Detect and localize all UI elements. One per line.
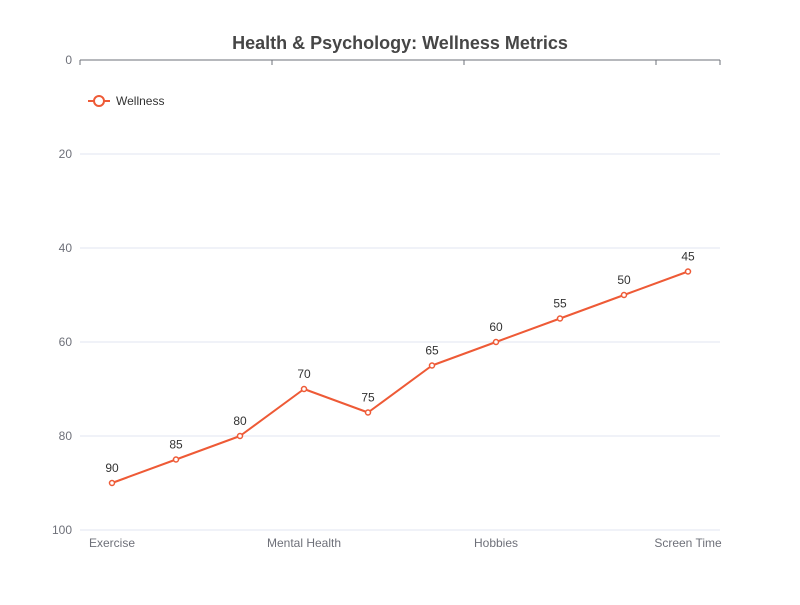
data-point[interactable] bbox=[492, 338, 500, 346]
data-label: 70 bbox=[297, 367, 311, 381]
data-label: 60 bbox=[489, 320, 503, 334]
data-label: 50 bbox=[617, 273, 631, 287]
data-label: 65 bbox=[425, 344, 439, 358]
data-point[interactable] bbox=[428, 362, 436, 369]
x-axis-ticks: Exercise Mental Health Hobbies Screen Time bbox=[89, 536, 722, 550]
data-point[interactable] bbox=[684, 268, 692, 275]
data-point[interactable] bbox=[236, 432, 244, 440]
data-label: 55 bbox=[553, 297, 567, 311]
data-point[interactable] bbox=[108, 479, 116, 487]
chart-title: Health & Psychology: Wellness Metrics bbox=[232, 33, 568, 53]
data-point[interactable] bbox=[300, 385, 308, 393]
y-tick-label: 80 bbox=[59, 429, 73, 443]
legend[interactable]: Wellness bbox=[88, 94, 164, 108]
data-labels: 90 85 80 70 75 65 60 55 50 45 bbox=[105, 250, 695, 476]
y-tick-label: 40 bbox=[59, 241, 73, 255]
data-points bbox=[108, 268, 692, 487]
legend-marker bbox=[93, 95, 105, 107]
data-point[interactable] bbox=[172, 456, 180, 463]
series-line bbox=[111, 270, 689, 484]
data-label: 80 bbox=[233, 414, 247, 428]
x-tick-label: Hobbies bbox=[474, 536, 518, 550]
data-label: 75 bbox=[361, 391, 375, 405]
x-tick-label: Mental Health bbox=[267, 536, 341, 550]
series-lines bbox=[111, 270, 689, 484]
data-point[interactable] bbox=[364, 409, 372, 416]
y-tick-label: 20 bbox=[59, 147, 73, 161]
data-point[interactable] bbox=[556, 315, 564, 322]
axes bbox=[79, 59, 721, 65]
legend-label[interactable]: Wellness bbox=[116, 94, 164, 108]
y-axis-ticks: 0 20 40 60 80 100 bbox=[52, 53, 72, 537]
y-tick-label: 0 bbox=[65, 53, 72, 67]
data-label: 45 bbox=[681, 250, 695, 264]
data-point[interactable] bbox=[620, 291, 628, 299]
data-label: 85 bbox=[169, 438, 183, 452]
x-tick-label: Exercise bbox=[89, 536, 135, 550]
x-tick-label: Screen Time bbox=[654, 536, 722, 550]
y-tick-label: 60 bbox=[59, 335, 73, 349]
y-tick-label: 100 bbox=[52, 523, 72, 537]
grid-lines bbox=[80, 153, 720, 531]
data-label: 90 bbox=[105, 461, 119, 475]
